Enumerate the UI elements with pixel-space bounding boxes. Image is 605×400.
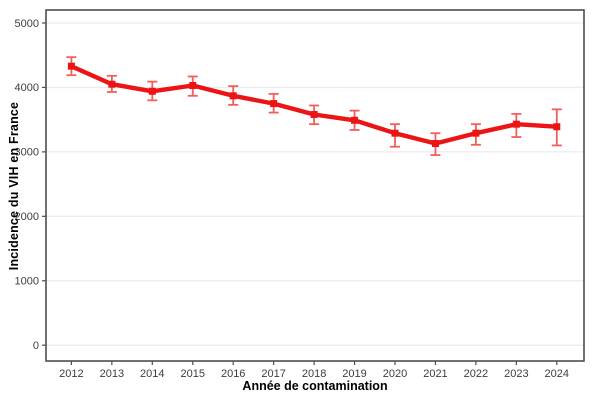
x-tick-label: 2021 xyxy=(423,368,447,380)
x-tick-label: 2019 xyxy=(342,368,366,380)
data-point xyxy=(512,120,520,128)
x-tick-label: 2017 xyxy=(261,368,285,380)
y-tick-label: 5000 xyxy=(15,18,39,30)
data-point xyxy=(108,80,116,88)
y-tick-label: 2000 xyxy=(15,211,39,223)
x-tick-label: 2023 xyxy=(504,368,528,380)
y-axis-title: Incidence du VIH en France xyxy=(7,101,21,271)
data-point xyxy=(553,123,561,131)
data-point xyxy=(67,62,75,70)
data-point xyxy=(391,129,399,137)
data-point xyxy=(229,92,237,100)
panel-background xyxy=(46,10,584,361)
x-tick-label: 2016 xyxy=(221,368,245,380)
x-tick-label: 2018 xyxy=(302,368,326,380)
panel-border xyxy=(45,9,585,362)
x-tick-label: 2014 xyxy=(140,368,164,380)
x-tick-label: 2015 xyxy=(181,368,205,380)
data-point xyxy=(472,129,480,137)
data-point xyxy=(431,140,439,148)
x-tick-label: 2024 xyxy=(545,368,569,380)
y-tick-label: 1000 xyxy=(15,276,39,288)
data-point xyxy=(270,100,278,108)
data-point xyxy=(148,87,156,95)
y-tick-label: 4000 xyxy=(15,82,39,94)
y-tick-label: 0 xyxy=(33,340,39,352)
x-tick-label: 2022 xyxy=(464,368,488,380)
data-point xyxy=(351,116,359,124)
x-tick-label: 2020 xyxy=(383,368,407,380)
data-point xyxy=(189,82,197,90)
x-tick-label: 2013 xyxy=(100,368,124,380)
x-tick-label: 2012 xyxy=(59,368,83,380)
data-point xyxy=(310,111,318,119)
grid-layer xyxy=(46,10,584,361)
y-tick-label: 3000 xyxy=(15,147,39,159)
marker-layer xyxy=(67,62,561,148)
x-axis-title: Année de contamination xyxy=(242,379,388,393)
axis-layer: 0 1000 2000 3000 4000 5000 2012 2013 2014 2015 201… xyxy=(15,9,585,380)
